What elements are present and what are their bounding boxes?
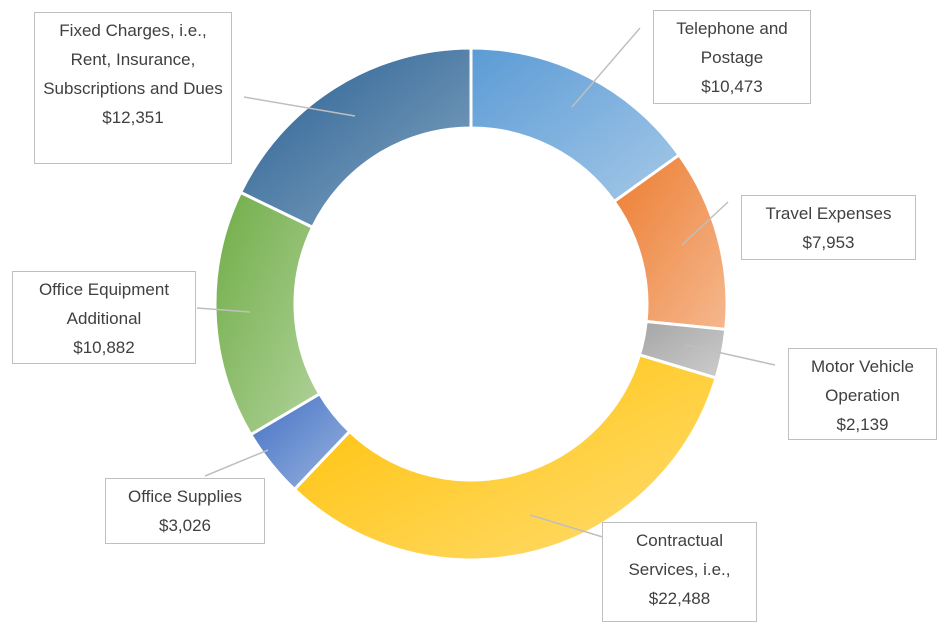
data-label: Motor Vehicle Operation $2,139 — [788, 348, 937, 440]
value-label: $3,026 — [159, 516, 211, 535]
category-label: Travel Expenses — [765, 204, 892, 223]
value-label: $10,882 — [73, 338, 135, 357]
value-label: $2,139 — [836, 415, 889, 434]
value-label: $7,953 — [802, 233, 855, 252]
data-label: Contractual Services, i.e., $22,488 — [602, 522, 757, 622]
value-label: $10,473 — [701, 77, 763, 96]
category-label: Contractual Services, i.e., — [628, 531, 731, 579]
data-label: Fixed Charges, i.e., Rent, Insurance, Su… — [34, 12, 232, 164]
value-label: $12,351 — [102, 108, 164, 127]
value-label: $22,488 — [648, 589, 711, 608]
leader-line — [204, 449, 269, 477]
leader-line — [243, 96, 356, 117]
data-label: Office Equipment Additional $10,882 — [12, 271, 196, 364]
leader-line — [681, 201, 729, 246]
leader-line — [571, 27, 641, 108]
slice — [292, 353, 718, 562]
category-label: Telephone and Postage — [676, 19, 788, 67]
slice — [213, 190, 322, 437]
category-label: Fixed Charges, i.e., Rent, Insurance, Su… — [43, 21, 223, 98]
category-label: Motor Vehicle Operation — [811, 357, 914, 405]
data-label: Office Supplies $3,026 — [105, 478, 265, 544]
slice — [238, 46, 473, 230]
data-label: Telephone and Postage $10,473 — [653, 10, 811, 104]
leader-line — [685, 344, 776, 366]
category-label: Office Equipment Additional — [38, 280, 170, 328]
data-label: Travel Expenses $7,953 — [741, 195, 916, 260]
category-label: Office Supplies — [127, 487, 243, 506]
leader-line — [196, 307, 251, 313]
leader-line — [529, 514, 607, 539]
